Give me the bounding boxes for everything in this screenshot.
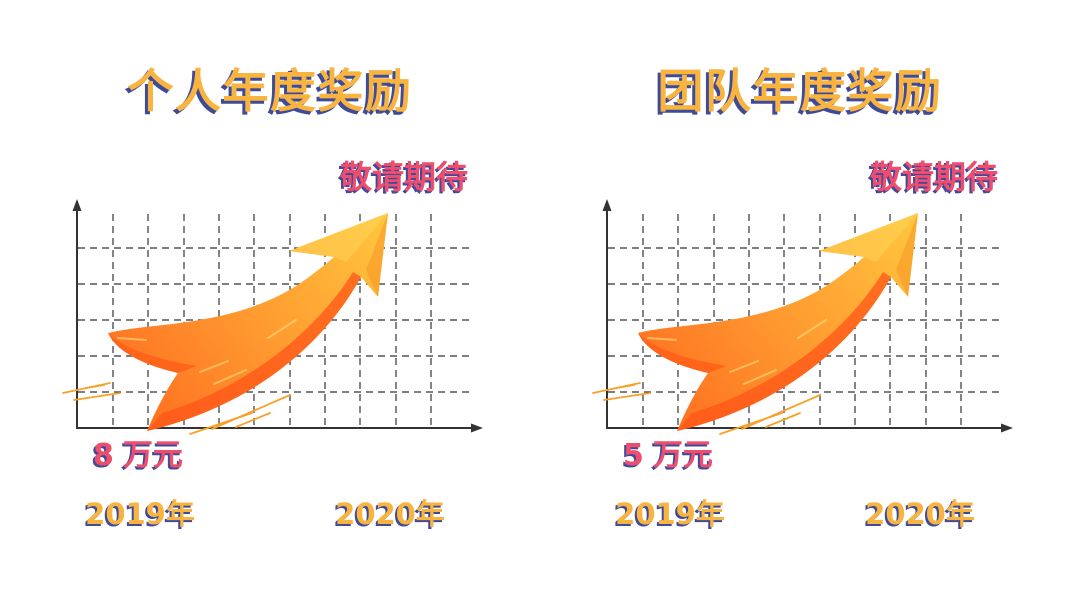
speed-line bbox=[211, 394, 291, 430]
speed-line bbox=[765, 412, 801, 428]
arrow-tail-fold bbox=[638, 333, 727, 373]
arrow-body bbox=[638, 213, 918, 431]
arrow-streak bbox=[743, 369, 777, 385]
axes bbox=[72, 199, 483, 433]
x-tick-label-end: 2020年 bbox=[335, 497, 445, 531]
start-value: 5 bbox=[623, 438, 644, 473]
x-axis-arrowhead bbox=[471, 423, 483, 433]
x-tick-label-start: 2019年 bbox=[85, 497, 195, 531]
start-value-label: 5 万元 bbox=[623, 441, 713, 471]
start-value-label: 8 万元 bbox=[93, 441, 183, 471]
arrow-underside bbox=[677, 272, 891, 431]
personal-award-chart bbox=[62, 199, 483, 435]
y-axis-arrowhead bbox=[72, 199, 82, 211]
arrow-streak bbox=[117, 337, 147, 341]
x-tick-label-start: 2019年 bbox=[615, 497, 725, 531]
arrowhead-shade bbox=[366, 213, 388, 297]
speed-lines bbox=[62, 382, 291, 435]
arrowhead-shade bbox=[896, 213, 918, 297]
speed-line bbox=[85, 384, 105, 389]
arrow-streak bbox=[729, 360, 759, 373]
chart-title: 团队年度奖励 bbox=[657, 64, 943, 118]
axes bbox=[602, 199, 1013, 433]
start-value: 8 bbox=[93, 438, 114, 473]
speed-line bbox=[235, 412, 271, 428]
speed-line bbox=[741, 394, 821, 430]
value-unit: 万元 bbox=[652, 438, 713, 473]
x-axis-arrowhead bbox=[1001, 423, 1013, 433]
growth-arrow bbox=[108, 213, 388, 431]
speed-line bbox=[615, 384, 635, 389]
arrow-streak bbox=[797, 319, 827, 339]
x-tick-label-end: 2020年 bbox=[865, 497, 975, 531]
arrow-streak bbox=[267, 319, 297, 339]
arrow-streak bbox=[647, 337, 677, 341]
speed-line bbox=[603, 392, 651, 401]
value-unit: 万元 bbox=[122, 438, 183, 473]
annotation-label: 敬请期待 bbox=[869, 158, 999, 196]
arrow-body bbox=[108, 213, 388, 431]
speed-line bbox=[73, 392, 121, 401]
personal-award-panel: 个人年度奖励 敬请期待 8 万元 2019年 2020年 bbox=[62, 64, 483, 531]
arrow-streak bbox=[213, 369, 247, 385]
chart-title: 个人年度奖励 bbox=[127, 64, 413, 118]
arrow-streak bbox=[199, 360, 229, 373]
y-axis-arrowhead bbox=[602, 199, 612, 211]
team-award-chart bbox=[592, 199, 1013, 435]
arrowhead-highlight bbox=[289, 213, 388, 262]
annotation-label: 敬请期待 bbox=[339, 158, 469, 196]
speed-lines bbox=[592, 382, 821, 435]
arrow-tail-fold bbox=[108, 333, 197, 373]
growth-arrow bbox=[638, 213, 918, 431]
arrowhead-highlight bbox=[819, 213, 918, 262]
team-award-panel: 团队年度奖励 敬请期待 5 万元 2019年 2020年 bbox=[530, 0, 1070, 600]
arrow-underside bbox=[147, 272, 361, 431]
